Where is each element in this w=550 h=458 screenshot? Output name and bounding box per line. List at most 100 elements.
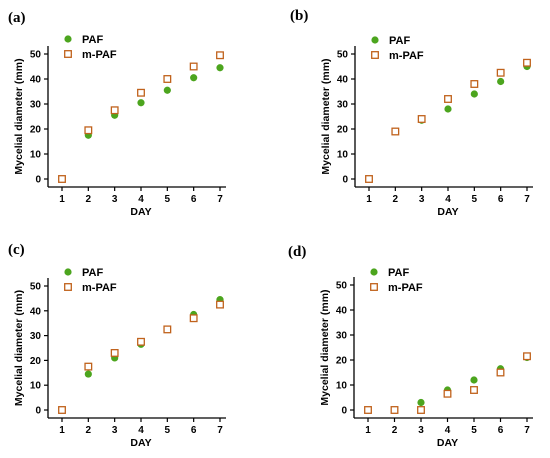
x-axis-title: DAY bbox=[130, 437, 151, 449]
x-tick-label: 1 bbox=[366, 194, 372, 205]
m-paf-point bbox=[366, 176, 373, 183]
m-paf-point bbox=[138, 339, 145, 346]
x-tick-label: 7 bbox=[217, 425, 223, 436]
y-tick-label: 20 bbox=[30, 125, 42, 136]
y-axis-title: Mycelial diameter (mm) bbox=[13, 58, 25, 174]
legend-m-paf-label: m-PAF bbox=[82, 282, 117, 294]
paf-point bbox=[417, 399, 424, 406]
y-tick-label: 50 bbox=[30, 282, 42, 293]
x-tick-label: 4 bbox=[445, 425, 451, 436]
x-tick-label: 1 bbox=[59, 425, 65, 436]
x-tick-label: 2 bbox=[86, 194, 92, 205]
legend-m-paf-marker bbox=[372, 52, 379, 59]
y-tick-label: 50 bbox=[30, 50, 42, 61]
x-axis-title: DAY bbox=[130, 206, 151, 218]
legend-m-paf-marker bbox=[65, 284, 72, 291]
x-tick-label: 3 bbox=[418, 425, 424, 436]
m-paf-point bbox=[471, 387, 478, 394]
legend-paf-marker bbox=[371, 36, 378, 43]
x-tick-label: 5 bbox=[471, 425, 477, 436]
m-paf-point bbox=[164, 326, 171, 333]
legend-paf-label: PAF bbox=[389, 35, 410, 47]
x-tick-label: 4 bbox=[138, 194, 144, 205]
y-tick-label: 10 bbox=[30, 150, 42, 161]
y-tick-label: 40 bbox=[30, 306, 42, 317]
panel-label: (d) bbox=[288, 244, 306, 260]
y-axis-title: Mycelial diameter (mm) bbox=[319, 289, 331, 405]
y-tick-label: 10 bbox=[337, 150, 349, 161]
paf-point bbox=[471, 90, 478, 97]
x-tick-label: 3 bbox=[112, 194, 118, 205]
legend-m-paf-marker bbox=[371, 284, 378, 291]
y-tick-label: 20 bbox=[337, 125, 349, 136]
m-paf-point bbox=[217, 52, 224, 59]
chart-panel-3: (c) 0 10 20 30 40 50 1 2 3 4 5 6 7 DAY Mycelial diamete… bbox=[8, 242, 226, 449]
y-tick-label: 50 bbox=[336, 281, 348, 292]
paf-point bbox=[190, 74, 197, 81]
y-tick-label: 0 bbox=[342, 175, 348, 186]
x-tick-label: 6 bbox=[498, 194, 504, 205]
m-paf-point bbox=[418, 116, 425, 123]
y-tick-label: 20 bbox=[30, 356, 42, 367]
m-paf-point bbox=[365, 407, 372, 414]
legend-paf-marker bbox=[370, 268, 377, 275]
y-tick-label: 30 bbox=[30, 100, 42, 111]
x-tick-label: 5 bbox=[472, 194, 478, 205]
y-tick-label: 0 bbox=[341, 406, 347, 417]
y-axis-title: Mycelial diameter (mm) bbox=[320, 58, 332, 174]
y-axis-title: Mycelial diameter (mm) bbox=[13, 290, 25, 406]
paf-point bbox=[444, 105, 451, 112]
m-paf-point bbox=[524, 59, 531, 66]
y-tick-label: 30 bbox=[337, 100, 349, 111]
m-paf-point bbox=[111, 350, 118, 357]
m-paf-point bbox=[138, 89, 145, 96]
x-tick-label: 3 bbox=[419, 194, 425, 205]
x-tick-label: 6 bbox=[191, 194, 197, 205]
x-tick-label: 1 bbox=[365, 425, 371, 436]
m-paf-point bbox=[444, 390, 451, 397]
m-paf-point bbox=[524, 353, 531, 360]
legend-paf-marker bbox=[64, 268, 71, 275]
y-tick-label: 0 bbox=[35, 175, 41, 186]
m-paf-point bbox=[497, 369, 504, 376]
legend-m-paf-label: m-PAF bbox=[389, 50, 424, 62]
paf-point bbox=[85, 370, 92, 377]
y-tick-label: 10 bbox=[30, 381, 42, 392]
m-paf-point bbox=[217, 301, 224, 308]
y-tick-label: 0 bbox=[35, 406, 41, 417]
paf-point bbox=[164, 87, 171, 94]
y-tick-label: 30 bbox=[30, 331, 42, 342]
paf-point bbox=[470, 376, 477, 383]
x-tick-label: 1 bbox=[59, 194, 65, 205]
legend-paf-marker bbox=[64, 35, 71, 42]
x-axis-title: DAY bbox=[437, 437, 458, 449]
x-tick-label: 4 bbox=[138, 425, 144, 436]
x-tick-label: 6 bbox=[191, 425, 197, 436]
x-tick-label: 5 bbox=[165, 194, 171, 205]
x-tick-label: 4 bbox=[445, 194, 451, 205]
y-tick-label: 10 bbox=[336, 381, 348, 392]
m-paf-point bbox=[85, 127, 92, 134]
panel-label: (a) bbox=[8, 10, 26, 26]
chart-panel-4: (d) 0 10 20 30 40 50 1 2 3 4 5 6 7 DAY Mycelial diamete… bbox=[288, 244, 533, 449]
y-tick-label: 40 bbox=[337, 75, 349, 86]
panel-label: (b) bbox=[290, 8, 308, 24]
panel-label: (c) bbox=[8, 242, 25, 258]
legend-m-paf-label: m-PAF bbox=[388, 282, 423, 294]
y-tick-label: 30 bbox=[336, 331, 348, 342]
paf-point bbox=[137, 99, 144, 106]
y-tick-label: 50 bbox=[337, 50, 349, 61]
m-paf-point bbox=[59, 407, 66, 414]
paf-point bbox=[497, 78, 504, 85]
x-axis-title: DAY bbox=[437, 206, 458, 218]
m-paf-point bbox=[111, 107, 118, 114]
x-tick-label: 5 bbox=[165, 425, 171, 436]
x-tick-label: 2 bbox=[392, 425, 398, 436]
legend-m-paf-label: m-PAF bbox=[82, 49, 117, 61]
m-paf-point bbox=[59, 176, 66, 183]
paf-point bbox=[216, 64, 223, 71]
m-paf-point bbox=[418, 407, 425, 414]
y-tick-label: 40 bbox=[30, 75, 42, 86]
m-paf-point bbox=[391, 407, 398, 414]
legend-paf-label: PAF bbox=[388, 267, 409, 279]
